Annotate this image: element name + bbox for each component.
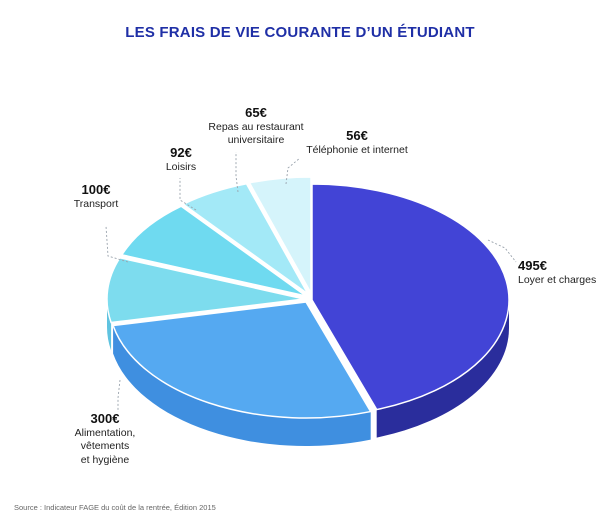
slice-value-telephonie: 56€ [346,128,368,143]
slice-category-repas: Repas au restaurant [208,121,304,134]
slice-value-alimentation: 300€ [90,411,120,426]
slice-category-transport: Transport [73,198,119,211]
pie-slice-telephonie [248,176,312,296]
source-note: Source : Indicateur FAGE du coût de la r… [14,503,216,512]
leader-line-loisirs [179,178,197,211]
pie-slice-transport [106,256,305,324]
slice-label-loyer: 495€ Loyer et charges [518,258,596,287]
slice-category-telephonie: Téléphonie et internet [306,144,408,157]
slice-label-loisirs: 92€ Loisirs [156,145,206,174]
slice-category-loisirs: Loisirs [165,161,197,174]
leader-line-telephonie [285,157,301,185]
pie-slice-alimentation [112,301,372,419]
slice-category-alimentation-2: et hygiène [80,453,130,466]
leader-lines [105,152,517,412]
slice-value-loisirs: 92€ [170,145,192,160]
slice-category-alimentation: Alimentation, vêtements [74,427,136,453]
pie-side-alimentation [113,325,371,447]
chart-title: LES FRAIS DE VIE COURANTE D’UN ÉTUDIANT [125,24,475,41]
slice-label-repas: 65€ Repas au restaurant universitaire [196,105,316,148]
pie-slice-repas [181,182,309,295]
slice-category-repas-2: universitaire [227,134,285,147]
slice-category-loyer: Loyer et charges [518,274,597,287]
slice-value-transport: 100€ [81,182,111,197]
pie-slice-loisirs [120,205,307,297]
slice-label-telephonie: 56€ Téléphonie et internet [302,128,412,157]
pie-side-loyer [376,300,509,438]
leader-line-repas [235,152,239,193]
slice-value-repas: 65€ [245,105,267,120]
pie-slices [106,176,510,419]
slice-label-transport: 100€ Transport [66,182,126,211]
leader-line-alimentation [117,379,121,412]
pie-slice-loyer [311,183,510,411]
slice-label-alimentation: 300€ Alimentation, vêtements et hygiène [50,411,160,467]
slice-value-loyer: 495€ [518,258,547,273]
leader-line-transport [105,225,129,263]
